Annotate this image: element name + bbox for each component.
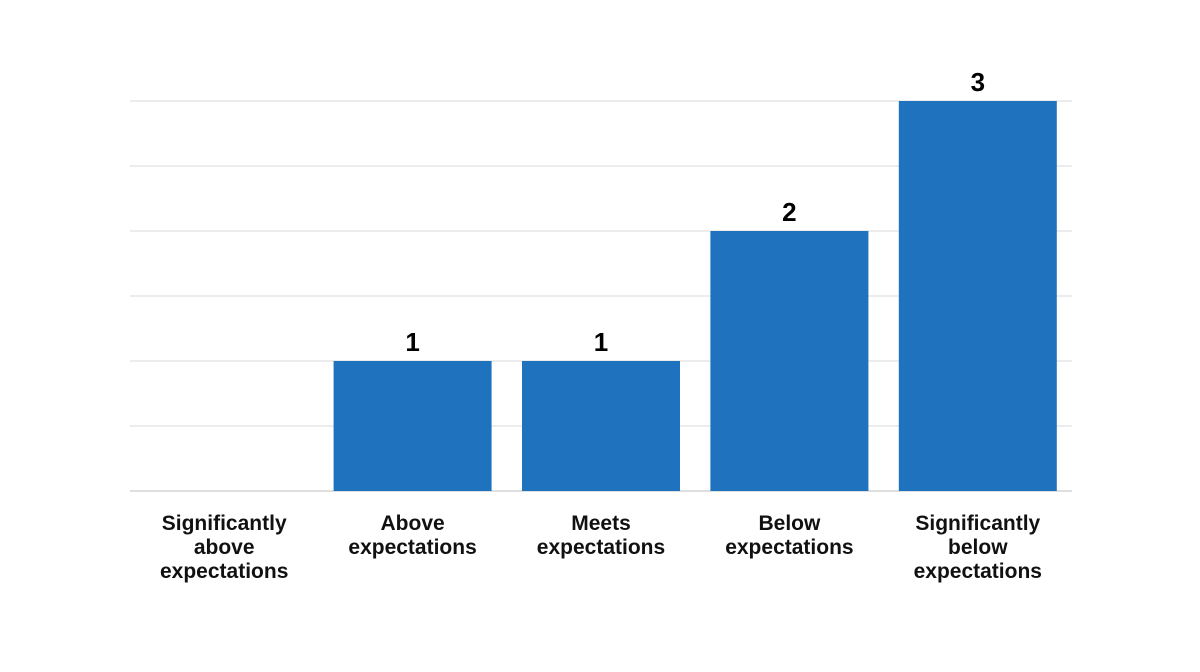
category-label: Above expectations: [348, 512, 476, 559]
data-label: 1: [405, 327, 419, 357]
bar: [333, 361, 492, 491]
category-label: Significantly above expectations: [160, 512, 288, 583]
category-label: Significantly below expectations: [914, 512, 1042, 583]
category-label: Meets expectations: [537, 512, 665, 559]
category-label: Below expectations: [725, 512, 853, 559]
data-label: 2: [782, 197, 796, 227]
bar: [522, 361, 680, 491]
bar: [898, 101, 1057, 491]
bar: [710, 231, 869, 491]
data-label: 1: [594, 327, 608, 357]
bars: [333, 101, 1057, 491]
value-labels: 1 1 2 3: [405, 67, 985, 357]
data-label: 3: [971, 67, 985, 97]
category-labels: Significantly above expectations Above expec…: [160, 512, 1042, 583]
